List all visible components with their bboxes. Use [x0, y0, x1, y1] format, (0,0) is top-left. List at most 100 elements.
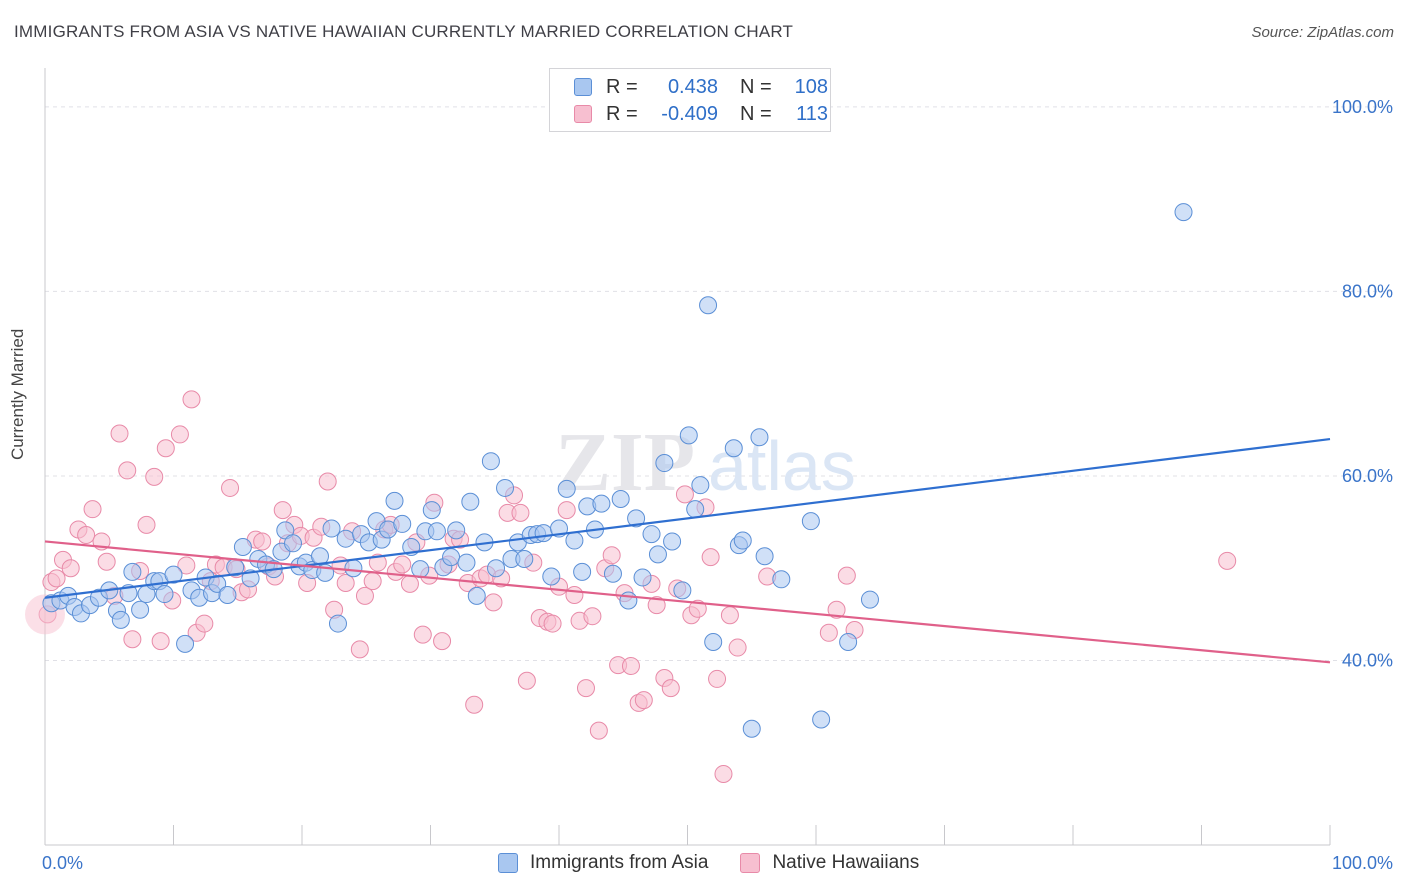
data-point-asia	[673, 581, 692, 600]
data-point-asia	[648, 545, 667, 564]
x-tick-labels: 0.0% 100.0%	[42, 853, 1393, 873]
data-point-hawaiians	[720, 606, 739, 625]
data-point-hawaiians	[484, 593, 503, 612]
data-point-hawaiians	[151, 632, 170, 651]
data-point-hawaiians	[602, 546, 621, 565]
legend-swatch-pink	[574, 105, 592, 123]
data-point-asia	[496, 478, 515, 497]
data-point-asia	[322, 519, 341, 538]
data-point-hawaiians	[511, 503, 530, 522]
legend-n-value: 108	[794, 75, 828, 98]
data-point-hawaiians	[675, 485, 694, 504]
data-point-hawaiians	[350, 640, 369, 659]
trend-lines	[44, 437, 1331, 664]
data-point-asia	[457, 553, 476, 572]
data-point-hawaiians	[156, 439, 175, 458]
data-point-hawaiians	[621, 657, 640, 676]
data-point-asia	[447, 521, 466, 540]
data-point-hawaiians	[355, 586, 374, 605]
data-point-hawaiians	[714, 764, 733, 783]
legend-row-hawaiians: R = -0.409 N = 113	[574, 102, 828, 126]
data-point-asia	[461, 492, 480, 511]
data-point-hawaiians	[170, 425, 189, 444]
data-point-hawaiians	[708, 669, 727, 688]
chart-title: IMMIGRANTS FROM ASIA VS NATIVE HAWAIIAN …	[14, 22, 794, 41]
data-point-hawaiians	[837, 566, 856, 585]
data-point-hawaiians	[465, 695, 484, 714]
data-point-asia	[1174, 203, 1193, 222]
data-point-hawaiians	[47, 569, 66, 588]
legend-n-label: N =	[740, 75, 772, 98]
data-point-asia	[860, 590, 879, 609]
data-point-asia	[123, 562, 142, 581]
data-point-hawaiians	[123, 630, 142, 649]
data-point-asia	[633, 568, 652, 587]
data-point-hawaiians	[413, 625, 432, 644]
y-tick-label: 80.0%	[1342, 281, 1393, 301]
data-point-asia	[111, 610, 130, 629]
data-point-hawaiians	[728, 638, 747, 657]
data-point-asia	[422, 501, 441, 520]
trend-line-hawaiians	[44, 540, 1331, 664]
data-point-asia	[704, 633, 723, 652]
data-point-asia	[663, 532, 682, 551]
data-point-asia	[627, 509, 646, 528]
data-point-hawaiians	[1218, 551, 1237, 570]
data-point-asia	[336, 529, 355, 548]
data-point-asia	[164, 565, 183, 584]
legend-swatch-pink	[740, 853, 761, 873]
data-point-asia	[393, 514, 412, 533]
legend-label-hawaiians: Native Hawaiians	[772, 852, 920, 873]
data-point-asia	[724, 439, 743, 458]
data-point-hawaiians	[433, 632, 452, 651]
data-point-hawaiians	[589, 721, 608, 740]
data-point-hawaiians	[688, 599, 707, 618]
data-point-hawaiians	[565, 585, 584, 604]
data-point-hawaiians	[118, 461, 137, 480]
data-point-hawaiians	[318, 472, 337, 491]
data-point-asia	[481, 452, 500, 471]
data-point-hawaiians	[97, 552, 116, 571]
data-point-asia	[592, 494, 611, 513]
data-point-hawaiians	[583, 607, 602, 626]
legend-row-asia: R = 0.438 N = 108	[574, 75, 828, 99]
x-tick-label: 100.0%	[1332, 853, 1393, 873]
data-point-asia	[611, 490, 630, 509]
data-point-asia	[603, 564, 622, 583]
data-point-asia	[176, 634, 195, 653]
legend-label-asia: Immigrants from Asia	[530, 852, 709, 873]
data-point-asia	[534, 524, 553, 543]
data-point-asia	[750, 428, 769, 447]
data-point-asia	[686, 500, 705, 519]
data-point-hawaiians	[363, 572, 382, 591]
data-point-asia	[155, 585, 174, 604]
legend-r-label: R =	[606, 102, 638, 125]
axes	[44, 68, 1331, 846]
data-point-asia	[344, 559, 363, 578]
data-point-hawaiians	[393, 555, 412, 574]
data-point-hawaiians	[701, 548, 720, 567]
legend-swatch-blue	[574, 78, 592, 96]
data-point-asia	[515, 549, 534, 568]
legend-item-hawaiians: Native Hawaiians	[740, 852, 919, 874]
data-point-asia	[328, 614, 347, 633]
data-point-asia	[755, 547, 774, 566]
data-point-hawaiians	[576, 679, 595, 698]
data-point-asia	[655, 454, 674, 473]
legend-r-value: -0.409	[661, 102, 718, 125]
data-point-asia	[284, 534, 303, 553]
y-tick-label: 60.0%	[1342, 466, 1393, 486]
data-point-asia	[679, 426, 698, 445]
correlation-legend: R = 0.438 N = 108 R = -0.409 N = 113	[549, 68, 831, 132]
data-point-asia	[573, 562, 592, 581]
data-point-asia	[742, 719, 761, 738]
legend-n-label: N =	[740, 102, 772, 125]
data-point-hawaiians	[137, 515, 156, 534]
data-point-hawaiians	[253, 532, 272, 551]
data-point-asia	[699, 296, 718, 315]
legend-swatch-blue	[498, 853, 518, 873]
data-point-asia	[542, 567, 561, 586]
data-point-hawaiians	[195, 614, 214, 633]
data-point-asia	[131, 600, 150, 619]
data-point-hawaiians	[368, 553, 387, 572]
